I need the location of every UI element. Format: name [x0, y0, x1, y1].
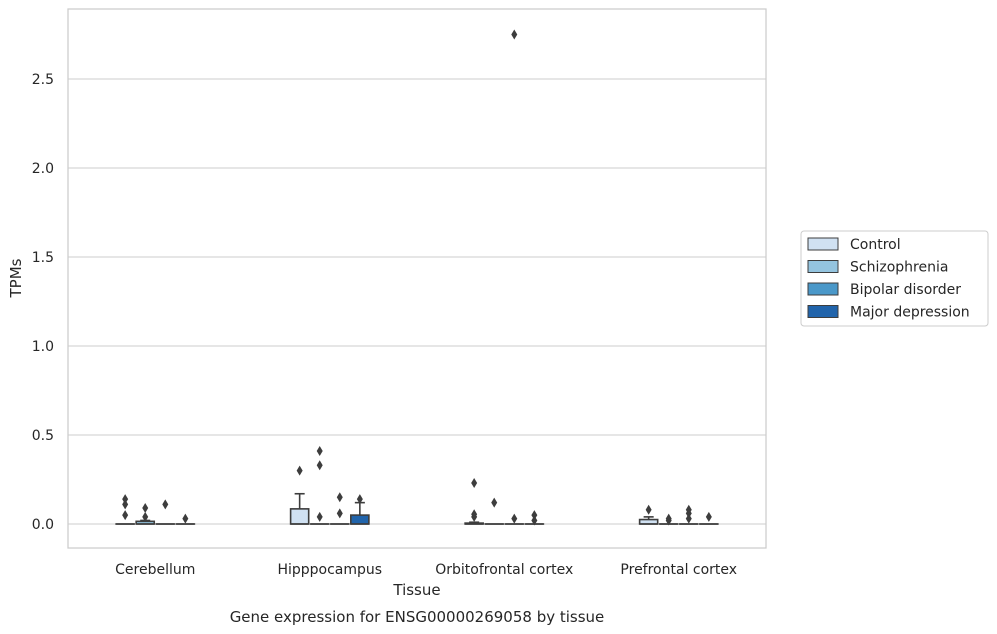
outlier-point: [531, 515, 538, 526]
legend-swatch: [807, 305, 839, 318]
outlier-point: [645, 504, 652, 515]
box-bipolar-disorder: [678, 504, 699, 525]
box-plots: [115, 29, 719, 526]
outlier-point: [685, 513, 692, 524]
legend-label: Schizophrenia: [850, 260, 948, 276]
box-control: [638, 504, 659, 525]
outlier-point: [685, 508, 692, 519]
outlier-point: [316, 460, 323, 471]
grid-lines: [68, 78, 766, 525]
box-schizophrenia: [484, 497, 505, 525]
outlier-point: [705, 511, 712, 522]
box: [289, 508, 310, 525]
outlier-point: [356, 494, 363, 505]
legend-swatch: [807, 282, 839, 296]
outlier-point: [511, 513, 518, 524]
outlier-point: [336, 492, 343, 503]
y-axis: 0.0 0.5 1.0 1.5 2.0 2.5: [32, 72, 54, 533]
x-axis: Cerebellum Hipppocampus Orbitofrontal cort…: [115, 562, 737, 578]
y-tick-label: 1.0: [32, 339, 54, 355]
outlier-point: [531, 510, 538, 521]
y-tick-label: 1.5: [32, 250, 54, 266]
legend-swatch: [807, 237, 839, 251]
legend-label: Control: [850, 237, 901, 253]
outlier-point: [122, 494, 129, 505]
plot-area: [67, 8, 767, 549]
box-major-depression: [175, 513, 196, 525]
box-bipolar-disorder: [155, 499, 176, 525]
legend-label: Bipolar disorder: [850, 282, 961, 298]
x-tick-label: Prefrontal cortex: [620, 562, 737, 578]
box-schizophrenia: [309, 446, 330, 525]
x-axis-label: Tissue: [392, 581, 440, 599]
outlier-point: [182, 513, 189, 524]
outlier-point: [122, 510, 129, 521]
outlier-point: [122, 499, 129, 510]
box-control: [289, 465, 310, 525]
outlier-point: [665, 515, 672, 526]
legend-label: Major depression: [850, 305, 970, 321]
outlier-point: [471, 478, 478, 489]
outlier-point: [316, 511, 323, 522]
legend-swatch: [807, 260, 839, 273]
outlier-point: [316, 446, 323, 457]
legend: Control Schizophrenia Bipolar disorder Majo…: [800, 230, 989, 327]
y-tick-label: 0.5: [32, 428, 54, 444]
box-control: [115, 494, 135, 525]
box-major-depression: [350, 494, 370, 525]
box-schizophrenia: [658, 513, 679, 526]
legend-frame: [800, 230, 989, 327]
box: [350, 514, 370, 525]
box-major-depression: [524, 510, 545, 526]
box-major-depression: [699, 511, 719, 525]
box-bipolar-disorder: [504, 29, 525, 525]
outlier-point: [162, 499, 169, 510]
y-axis-label: TPMs: [7, 258, 25, 298]
box-schizophrenia: [135, 502, 156, 525]
y-tick-label: 0.0: [32, 517, 54, 533]
y-tick-label: 2.5: [32, 72, 54, 88]
box-control: [464, 478, 484, 525]
box-bipolar-disorder: [329, 492, 350, 525]
x-tick-label: Orbitofrontal cortex: [435, 562, 573, 578]
outlier-point: [336, 508, 343, 519]
chart-caption: Gene expression for ENSG00000269058 by t…: [230, 608, 605, 626]
x-tick-label: Hipppocampus: [277, 562, 382, 578]
outlier-point: [142, 511, 149, 522]
outlier-point: [142, 502, 149, 513]
outlier-point: [491, 497, 498, 508]
outlier-point: [471, 511, 478, 522]
outlier-point: [296, 465, 303, 476]
y-tick-label: 2.0: [32, 161, 54, 177]
x-tick-label: Cerebellum: [115, 562, 195, 578]
outlier-point: [511, 29, 518, 40]
